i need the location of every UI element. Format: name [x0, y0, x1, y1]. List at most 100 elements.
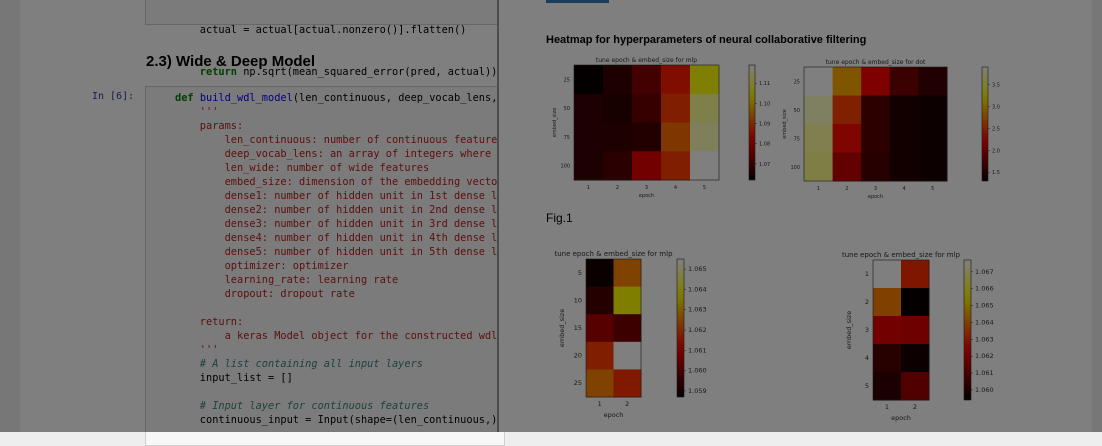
code-line: # Input layer for continuous features	[175, 400, 430, 412]
heatmap-cell	[574, 65, 604, 95]
colorbar-tick-label: 1.061	[975, 369, 994, 377]
y-tick-label: 50	[794, 108, 800, 114]
x-tick-label: 5	[931, 186, 934, 192]
x-tick-label: 1	[587, 185, 590, 191]
heatmap-cell	[889, 124, 919, 153]
x-axis-label: epoch	[891, 414, 911, 422]
heatmap-cell	[889, 67, 919, 96]
heatmap-cell	[603, 93, 633, 123]
top-button[interactable]	[546, 0, 609, 3]
colorbar-tick-label: 3.5	[992, 83, 1000, 89]
y-axis-label: embed_size	[552, 108, 558, 138]
y-tick-label: 15	[574, 324, 582, 332]
heatmap-cell	[901, 288, 930, 317]
code-line: dense4: number of hidden unit in 4th den…	[175, 232, 516, 244]
chart-title: tune epoch & embed_size for mlp	[842, 251, 961, 259]
x-tick-label: 2	[616, 185, 619, 191]
colorbar-tick-label: 3.0	[992, 104, 1000, 110]
heatmap-cell	[574, 151, 604, 181]
heatmap-cell	[632, 151, 662, 181]
y-tick-label: 25	[794, 79, 800, 85]
heatmap-cell	[901, 316, 930, 345]
x-tick-label: 3	[874, 186, 877, 192]
code-line: '''	[175, 106, 219, 118]
heatmap-cell	[861, 152, 891, 182]
x-axis-label: epoch	[868, 194, 883, 200]
colorbar-tick-label: 1.063	[975, 335, 994, 343]
heatmap-cell	[918, 95, 948, 125]
heatmap-cell	[574, 93, 604, 123]
heatmap-cell	[690, 65, 720, 95]
heatmap-cell	[861, 95, 891, 125]
cell-prompt: In [6]:	[92, 91, 135, 102]
heatmap-cell	[889, 152, 919, 182]
heatmap-cell	[632, 93, 662, 123]
heatmap-mlp-1: tune epoch & embed_size for mlp 1 2 3 4 5 25 50…	[552, 57, 770, 199]
heatmap-cell	[861, 67, 891, 96]
code-line: dense1: number of hidden unit in 1st den…	[175, 190, 516, 202]
y-tick-label: 20	[574, 352, 582, 360]
colorbar-tick-label: 1.061	[688, 346, 707, 354]
heatmap-cell	[586, 286, 614, 315]
y-tick-label: 50	[564, 106, 570, 112]
code-line: dropout: dropout rate	[175, 288, 355, 300]
heatmap-cell	[613, 341, 642, 370]
code-line: continuous_input = Input(shape=(len_cont…	[175, 414, 516, 426]
x-tick-label: 2	[913, 403, 917, 411]
y-tick-label: 25	[574, 379, 582, 387]
x-axis-label: epoch	[639, 193, 654, 199]
code-line: '''	[175, 344, 219, 356]
colorbar	[748, 64, 756, 181]
heatmap-cell	[901, 260, 930, 289]
code-line	[175, 301, 516, 315]
y-tick-label: 100	[790, 165, 800, 171]
code-line: dense3: number of hidden unit in 3rd den…	[175, 218, 516, 230]
x-tick-label: 5	[703, 185, 706, 191]
chart-title: tune epoch & embed_size for mlp	[596, 57, 697, 64]
chart-title: tune epoch & embed_size for mlp	[554, 250, 673, 258]
heatmap-cell	[690, 122, 720, 152]
code-line: learning_rate: learning rate	[175, 274, 399, 286]
code-line: embed_size: dimension of the embedding v…	[175, 176, 510, 188]
code-line: return:	[175, 316, 244, 328]
y-tick-label: 75	[564, 135, 570, 141]
colorbar	[963, 259, 972, 401]
heatmap-cell	[889, 95, 919, 125]
x-tick-label: 3	[645, 185, 648, 191]
x-tick-label: 1	[817, 186, 820, 192]
figure-label: Fig.1	[546, 211, 573, 225]
code-line: optimizer: optimizer	[175, 260, 349, 272]
heatmap-cell	[832, 152, 862, 182]
x-axis-label: epoch	[604, 411, 624, 419]
y-tick-label: 75	[794, 136, 800, 142]
colorbar-tick-label: 1.067	[975, 268, 994, 276]
heatmap-cell	[613, 314, 642, 343]
heatmap-mlp-3: tune epoch & embed_size for mlp 1 2 1 2 3 4 5 ep…	[842, 251, 994, 422]
heatmap-cell	[861, 124, 891, 153]
heatmap-cell	[586, 369, 614, 398]
y-tick-label: 4	[865, 354, 869, 362]
colorbar	[676, 258, 685, 398]
heatmap-cell	[586, 341, 614, 370]
y-axis-label: embed_size	[845, 311, 853, 349]
colorbar-tick-label: 1.064	[688, 285, 707, 293]
colorbar-tick-label: 1.062	[688, 326, 707, 334]
heatmap-cell	[603, 151, 633, 181]
heatmap-cell	[873, 316, 902, 345]
code-editor[interactable]: def build_wdl_model(len_continuous, deep…	[175, 91, 516, 427]
x-tick-label: 2	[625, 400, 629, 408]
colorbar-tick-label: 1.060	[688, 367, 707, 375]
y-tick-label: 25	[564, 77, 570, 83]
colorbar-tick-label: 1.065	[688, 265, 707, 273]
code-line: deep_vocab_lens: an array of integers wh…	[175, 148, 516, 160]
colorbar	[981, 66, 989, 182]
chart-title: tune epoch & embed_size for dot	[826, 59, 926, 66]
code-line: a keras Model object for the constructed…	[175, 330, 516, 342]
y-tick-label: 5	[578, 269, 582, 277]
heatmap-cell	[901, 372, 930, 401]
heatmap-cell	[661, 65, 691, 95]
heatmap-cell	[901, 344, 930, 373]
heatmap-cell	[918, 124, 948, 153]
code-line: # A list containing all input layers	[175, 358, 423, 370]
heatmap-cell	[873, 260, 902, 289]
